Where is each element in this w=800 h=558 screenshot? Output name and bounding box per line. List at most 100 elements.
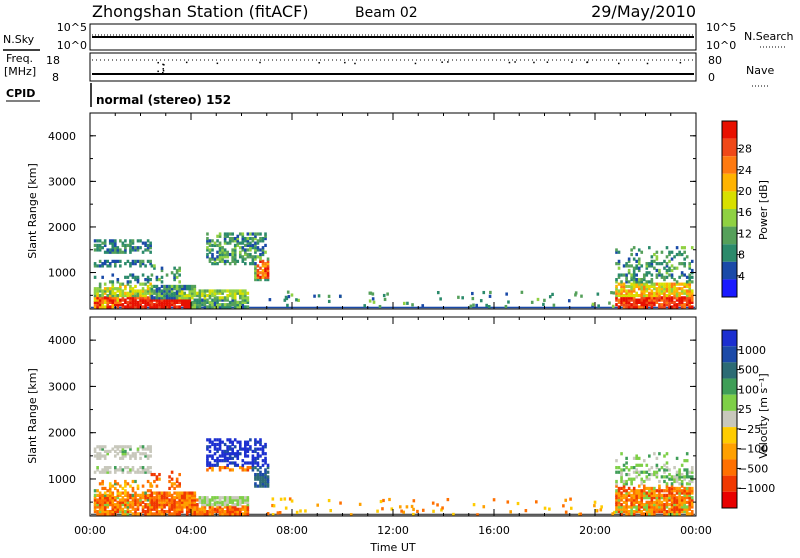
scatter-cell — [236, 300, 240, 304]
scatter-cell — [663, 298, 666, 302]
scatter-cell — [218, 252, 222, 257]
scatter-cell — [660, 489, 664, 493]
scatter-cell — [378, 304, 382, 309]
scatter-cell — [244, 454, 247, 458]
scatter-cell — [170, 293, 174, 298]
scatter-cell — [246, 496, 250, 500]
scatter-cell — [178, 284, 181, 289]
scatter-cell — [271, 503, 274, 508]
scatter-cell — [226, 505, 229, 509]
scatter-cell — [163, 291, 166, 295]
scatter-cell — [615, 493, 618, 497]
scatter-cell — [259, 259, 262, 263]
scatter-cell — [183, 505, 187, 509]
scatter-cell — [620, 452, 623, 456]
scatter-cell — [168, 303, 171, 307]
scatter-cell — [620, 291, 623, 295]
scatter-cell — [221, 303, 224, 307]
scatter-cell — [150, 512, 154, 516]
scatter-cell — [193, 493, 197, 497]
scatter-cell — [213, 257, 217, 261]
scatter-cell — [673, 496, 676, 500]
scatter-cell — [678, 275, 681, 279]
scatter-cell — [627, 271, 631, 275]
scatter-cell — [141, 262, 145, 266]
scatter-cell — [653, 303, 656, 307]
scatter-cell — [221, 255, 224, 259]
scatter-cell — [249, 232, 252, 236]
scatter-cell — [627, 509, 631, 514]
scatter-cell — [655, 275, 659, 279]
scatter-cell — [249, 241, 252, 245]
scatter-cell — [680, 271, 684, 275]
scatter-cell — [196, 298, 199, 302]
scatter-cell — [124, 479, 127, 484]
scatter-cell — [650, 489, 654, 493]
scatter-cell — [113, 479, 117, 484]
scatter-cell — [653, 496, 656, 500]
scatter-cell — [173, 482, 176, 486]
scatter-cell — [111, 280, 115, 284]
scatter-cell — [663, 266, 666, 270]
scatter-cell — [251, 461, 255, 465]
scatter-cell — [295, 298, 298, 302]
scatter-cell — [155, 507, 159, 511]
scatter-cell — [178, 293, 181, 298]
scatter-cell — [119, 284, 122, 289]
scatter-cell — [113, 303, 117, 307]
scatter-cell — [617, 250, 621, 254]
scatter-cell — [648, 507, 651, 511]
scatter-cell — [650, 280, 654, 284]
scatter-cell — [678, 512, 681, 516]
scatter-cell — [116, 496, 120, 500]
scatter-cell — [116, 287, 120, 291]
scatter-cell — [632, 493, 636, 497]
scatter-cell — [650, 293, 654, 298]
scatter-cell — [163, 303, 166, 307]
colorbar-segment — [722, 362, 737, 379]
scatter-cell — [327, 498, 331, 503]
scatter-cell — [129, 447, 132, 451]
scatter-cell — [168, 509, 171, 514]
scatter-cell — [241, 255, 245, 259]
scatter-cell — [175, 289, 179, 293]
scatter-cell — [103, 496, 107, 500]
scatter-cell — [254, 456, 257, 460]
scatter-cell — [178, 505, 181, 509]
scatter-cell — [688, 512, 692, 516]
scatter-cell — [121, 500, 125, 504]
scatter-cell — [249, 255, 252, 259]
scatter-cell — [228, 300, 232, 304]
scatter-cell — [188, 291, 192, 295]
scatter-cell — [238, 509, 242, 514]
scatter-cell — [108, 293, 112, 298]
scatter-cell — [165, 500, 169, 504]
scatter-cell — [685, 496, 689, 500]
scatter-cell — [645, 264, 649, 268]
freq-strip-frame — [89, 52, 697, 82]
scatter-cell — [630, 284, 633, 289]
scatter-cell — [175, 291, 179, 295]
scatter-cell — [620, 273, 623, 277]
scatter-cell — [685, 509, 689, 514]
scatter-cell — [155, 275, 159, 279]
scatter-cell — [678, 303, 681, 307]
scatter-cell — [680, 507, 684, 511]
scatter-cell — [93, 493, 97, 497]
scatter-cell — [98, 507, 102, 511]
scatter-cell — [673, 512, 676, 516]
scatter-cell — [622, 484, 626, 488]
scatter-cell — [594, 508, 598, 513]
scatter-cell — [228, 293, 232, 298]
scatter-cell — [113, 482, 117, 486]
scatter-cell — [233, 305, 237, 309]
scatter-cell — [131, 452, 135, 456]
scatter-cell — [673, 305, 676, 309]
scatter-cell — [617, 293, 621, 298]
scatter-cell — [645, 496, 649, 500]
scatter-cell — [645, 289, 649, 293]
scatter-cell — [251, 449, 255, 454]
scatter-cell — [98, 509, 102, 514]
scatter-cell — [670, 509, 674, 514]
scatter-cell — [103, 456, 107, 460]
